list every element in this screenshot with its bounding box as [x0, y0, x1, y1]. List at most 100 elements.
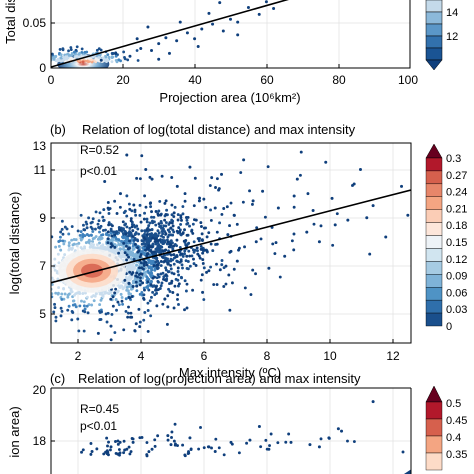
data-point: [147, 224, 151, 228]
data-point: [115, 308, 118, 312]
data-point: [93, 246, 97, 250]
data-point: [312, 222, 316, 226]
data-point: [230, 281, 234, 285]
data-point: [110, 52, 114, 55]
data-point: [191, 222, 195, 226]
data-point: [70, 318, 74, 322]
data-point: [106, 237, 110, 241]
data-point: [171, 258, 175, 262]
data-point: [186, 242, 190, 246]
data-point: [31, 273, 34, 276]
data-point: [152, 215, 156, 219]
data-point: [153, 240, 157, 243]
data-point: [94, 292, 98, 296]
data-point: [143, 229, 147, 233]
data-point: [200, 225, 203, 228]
data-point: [106, 444, 109, 448]
data-point: [142, 293, 146, 297]
y-tick-label: 11: [34, 163, 47, 177]
data-point: [40, 292, 43, 295]
data-point: [151, 236, 155, 240]
data-point: [228, 308, 232, 312]
data-point: [268, 444, 271, 448]
data-point: [183, 199, 187, 203]
data-point: [158, 245, 162, 249]
data-point: [138, 292, 142, 296]
data-point: [143, 288, 146, 292]
data-point: [78, 233, 82, 237]
data-point: [170, 430, 174, 434]
data-point: [248, 438, 252, 442]
data-point: [51, 292, 54, 296]
data-point: [91, 55, 95, 59]
data-point: [201, 239, 204, 242]
data-point: [169, 226, 173, 230]
data-point: [214, 186, 217, 189]
data-point: [217, 187, 221, 191]
data-point: [139, 261, 143, 265]
data-point: [193, 37, 197, 41]
data-point: [157, 42, 161, 46]
data-point: [109, 231, 113, 235]
data-point: [198, 196, 202, 200]
data-point: [176, 444, 179, 447]
data-point: [117, 251, 121, 255]
data-point: [79, 236, 83, 240]
colorbar-segment: [425, 196, 443, 210]
data-point: [120, 296, 124, 299]
data-point: [371, 204, 375, 208]
data-point: [166, 438, 170, 442]
data-point: [104, 312, 108, 316]
data-point: [177, 282, 181, 286]
data-point: [148, 236, 151, 240]
data-point: [137, 232, 141, 236]
data-point: [154, 260, 158, 264]
data-point: [143, 311, 147, 314]
data-point: [161, 238, 165, 242]
data-point: [124, 282, 128, 286]
data-point: [116, 439, 120, 443]
data-point: [148, 228, 152, 232]
data-point: [173, 284, 177, 288]
data-point: [118, 451, 122, 455]
data-point: [152, 220, 156, 224]
panel-a-colorbar: 12 14: [425, 0, 458, 71]
data-point: [164, 248, 168, 252]
data-point: [80, 47, 84, 51]
data-point: [47, 232, 50, 235]
data-point: [188, 264, 192, 268]
colorbar-segment: [425, 287, 443, 301]
x-tick-label: 20: [116, 73, 130, 87]
data-point: [146, 329, 150, 333]
x-tick-label: 8: [264, 349, 271, 363]
data-point: [196, 252, 200, 256]
data-point: [98, 237, 102, 241]
data-point: [179, 222, 183, 226]
data-point: [121, 302, 125, 306]
panel-c-annotation-p: p<0.01: [80, 419, 117, 433]
data-point: [163, 201, 167, 205]
data-point: [131, 271, 135, 275]
data-point: [67, 232, 71, 236]
data-point: [124, 232, 128, 236]
data-point: [46, 312, 49, 315]
data-point: [175, 244, 179, 248]
data-point: [138, 283, 142, 287]
data-point: [145, 233, 149, 236]
data-point: [170, 435, 173, 439]
data-point: [97, 219, 101, 223]
data-point: [95, 243, 99, 247]
data-point: [169, 253, 173, 257]
data-point: [165, 208, 169, 212]
data-point: [319, 437, 323, 441]
data-point: [164, 224, 168, 228]
data-point: [160, 234, 163, 238]
y-tick-label: 9: [39, 211, 46, 225]
data-point: [59, 56, 63, 60]
colorbar-tick-label: 0.35: [446, 449, 467, 461]
data-point: [192, 257, 195, 261]
data-point: [176, 297, 179, 301]
data-point: [127, 305, 130, 309]
data-point: [179, 259, 183, 263]
data-point: [82, 304, 86, 308]
